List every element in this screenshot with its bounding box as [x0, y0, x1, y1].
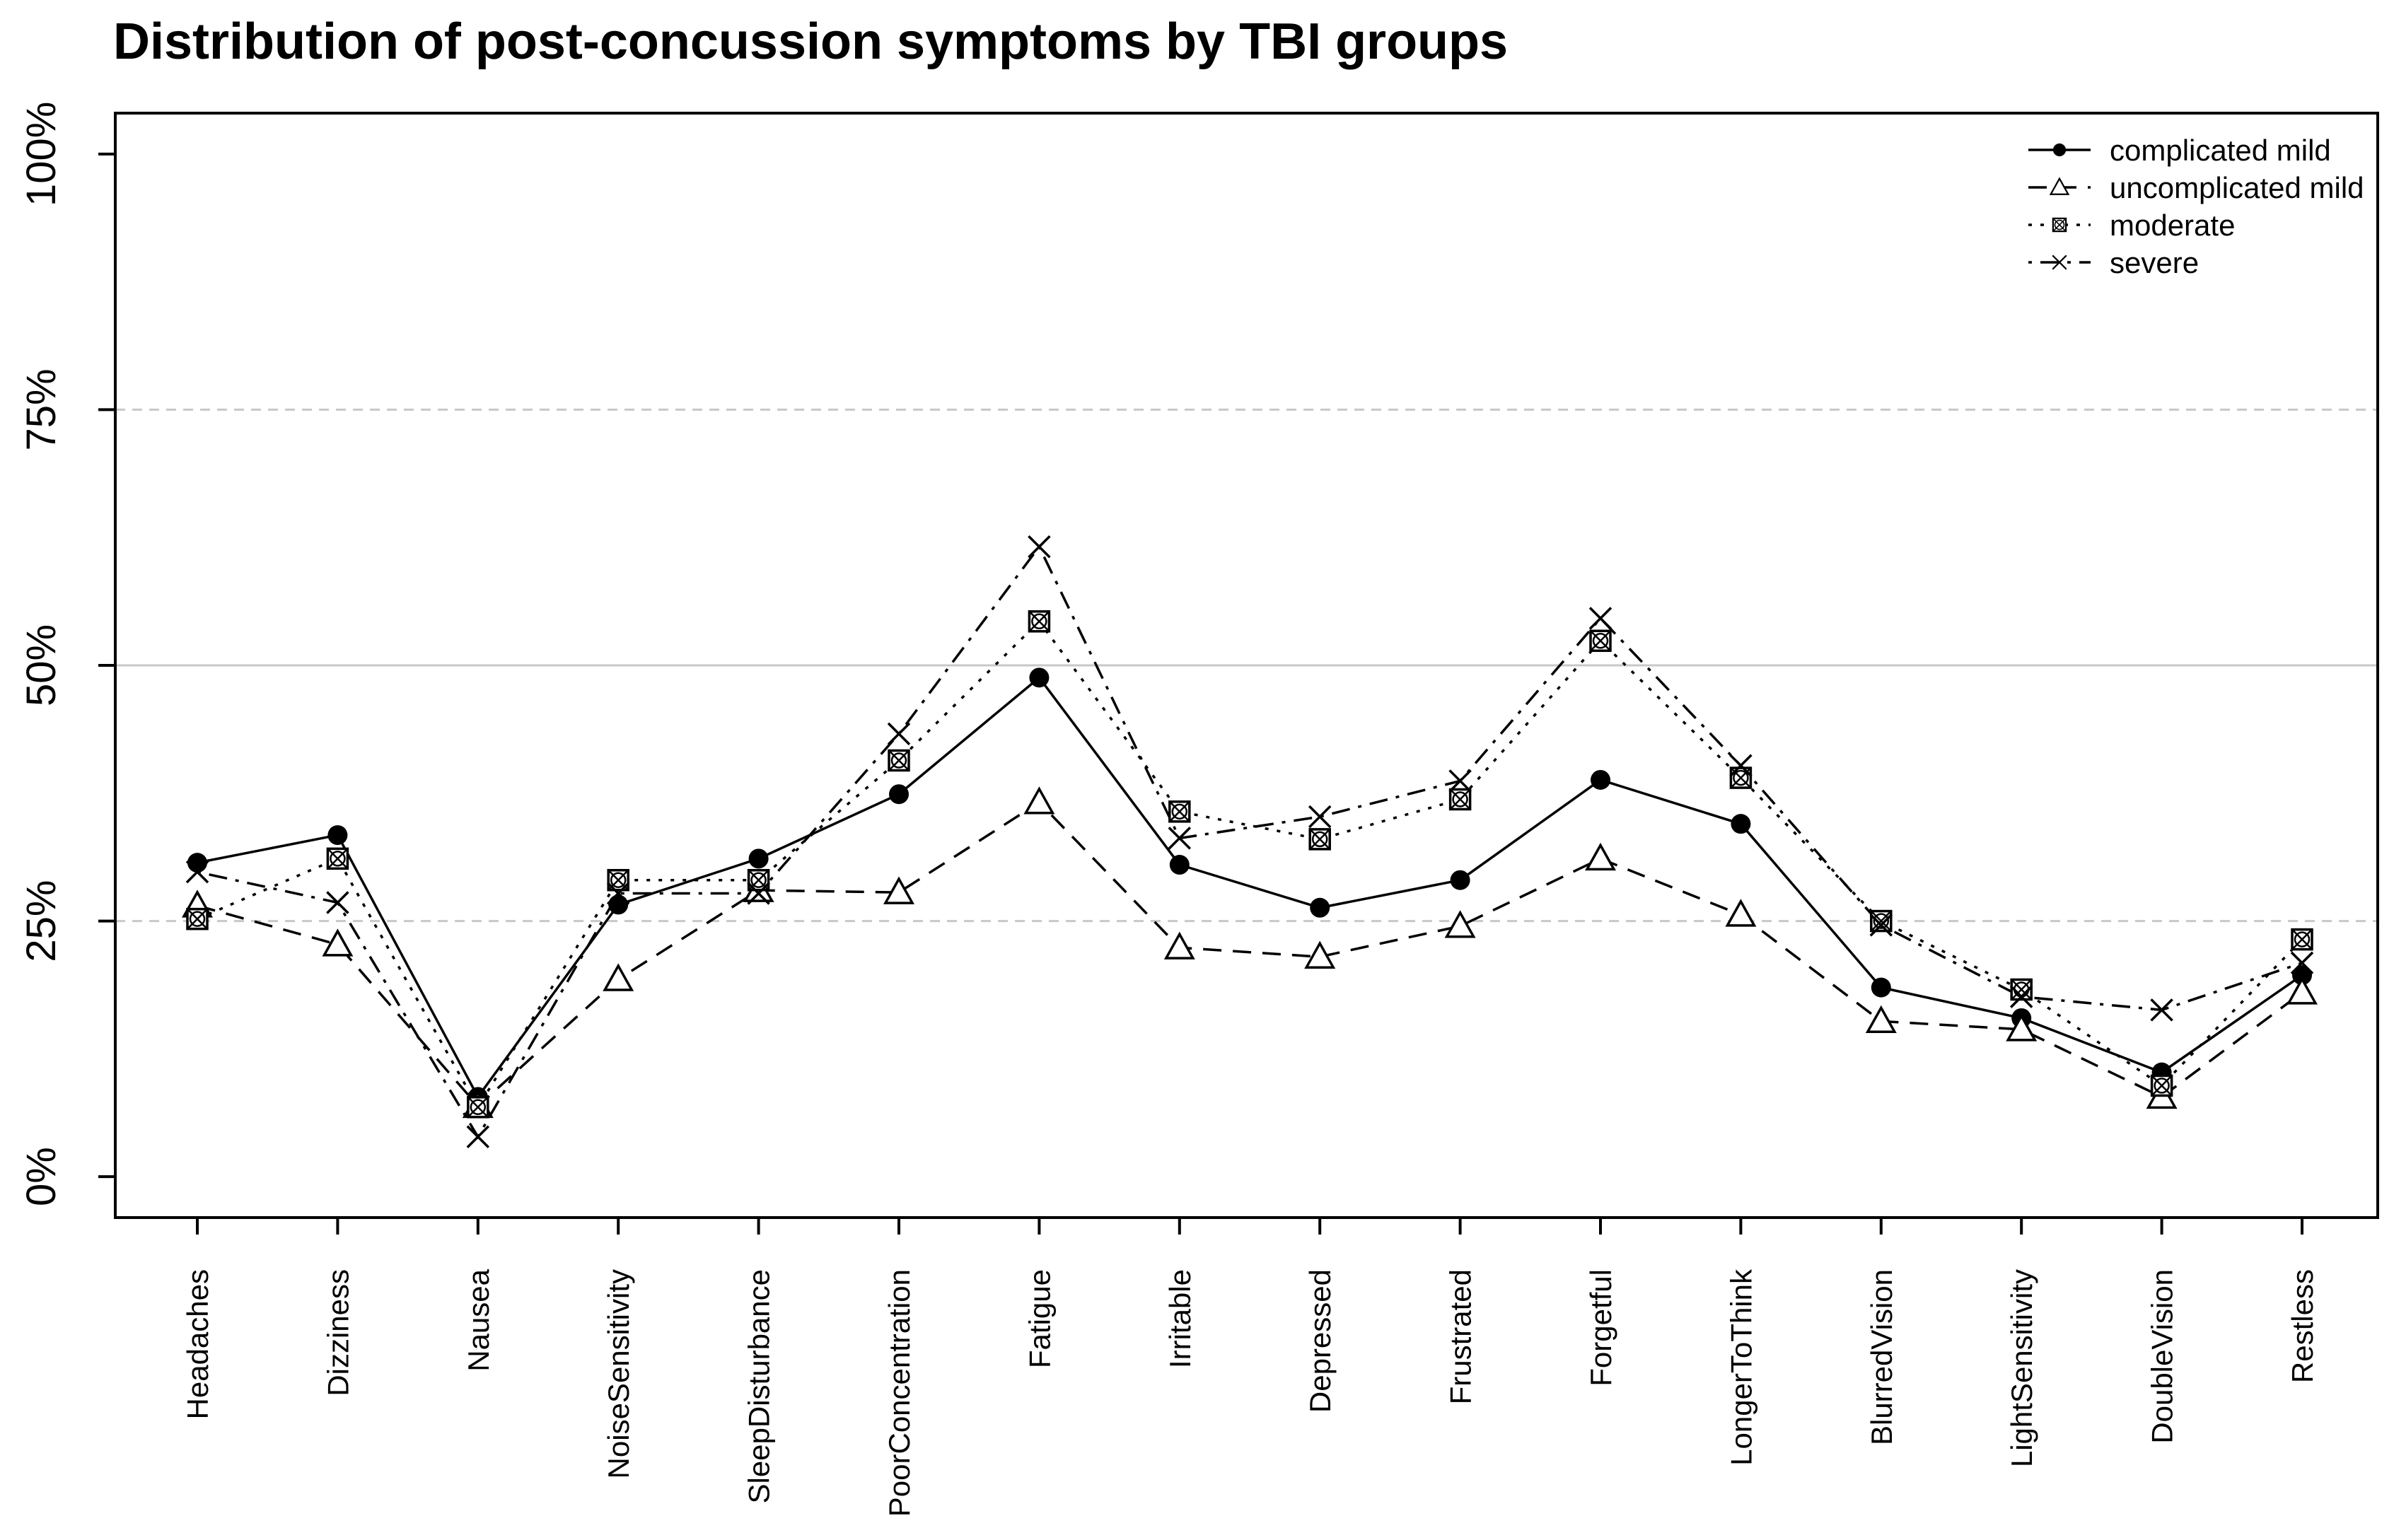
point-moderate	[888, 749, 910, 772]
series-line-complicated-mild	[197, 675, 2303, 1099]
series-line-severe	[197, 544, 2303, 1140]
x-tick-label: Fatigue	[1023, 1269, 1056, 1368]
point-severe	[185, 860, 209, 884]
point-uncomplicated-mild	[603, 963, 634, 991]
legend-label-moderate: moderate	[2110, 209, 2235, 242]
point-severe	[1308, 805, 1332, 829]
point-complicated-mild	[1731, 814, 1751, 834]
x-tick-label: Forgetful	[1584, 1269, 1617, 1387]
y-tick-label: 75%	[18, 368, 64, 450]
legend-label-severe: severe	[2110, 246, 2199, 279]
point-complicated-mild	[1310, 897, 1330, 918]
point-complicated-mild	[748, 848, 769, 869]
point-moderate	[1168, 800, 1191, 823]
point-uncomplicated-mild	[2286, 976, 2318, 1005]
point-uncomplicated-mild	[2006, 1013, 2038, 1042]
x-tick-label: PoorConcentration	[883, 1269, 916, 1517]
point-complicated-mild	[889, 784, 909, 805]
x-tick-label: LightSensitivity	[2005, 1269, 2038, 1467]
point-severe	[466, 1125, 490, 1148]
point-complicated-mild	[1169, 855, 1190, 875]
point-complicated-mild	[2292, 965, 2312, 986]
point-severe	[1869, 914, 1893, 937]
point-uncomplicated-mild	[1865, 1005, 1897, 1034]
legend-marker-uncomplicated-mild	[2049, 177, 2070, 195]
point-complicated-mild	[1591, 769, 1610, 790]
point-severe	[1448, 769, 1472, 793]
x-tick-label: Restless	[2286, 1269, 2319, 1383]
x-tick-label: SleepDisturbance	[743, 1269, 776, 1504]
x-tick-label: LongerToThink	[1724, 1268, 1757, 1466]
y-tick-label: 100%	[18, 102, 64, 206]
point-uncomplicated-mild	[1023, 786, 1055, 815]
legend-label-complicated-mild: complicated mild	[2110, 134, 2331, 167]
x-tick-label: DoubleVision	[2146, 1269, 2179, 1444]
point-severe	[2150, 998, 2173, 1022]
point-moderate	[467, 1096, 489, 1119]
series-line-uncomplicated-mild	[197, 800, 2303, 1108]
point-severe	[326, 891, 349, 914]
point-uncomplicated-mild	[883, 876, 914, 904]
y-tick-label: 0%	[18, 1147, 64, 1206]
point-complicated-mild	[608, 894, 629, 915]
point-uncomplicated-mild	[1304, 940, 1336, 969]
x-tick-label: Irritable	[1163, 1269, 1197, 1368]
x-tick-label: Headaches	[181, 1269, 214, 1419]
legend-marker-severe	[2052, 255, 2067, 270]
x-tick-label: Dizziness	[321, 1269, 354, 1396]
point-severe	[1028, 535, 1051, 559]
point-complicated-mild	[187, 853, 207, 873]
x-tick-label: Depressed	[1303, 1269, 1337, 1413]
legend-marker-moderate	[2052, 217, 2067, 233]
x-tick-label: Nausea	[462, 1268, 495, 1371]
x-tick-label: NoiseSensitivity	[602, 1269, 635, 1478]
point-complicated-mild	[1029, 667, 1050, 688]
point-severe	[2290, 951, 2314, 975]
point-complicated-mild	[1871, 977, 1891, 998]
point-moderate	[1870, 909, 1893, 933]
point-uncomplicated-mild	[1725, 899, 1757, 927]
x-tick-label: Frustrated	[1444, 1269, 1477, 1404]
legend-label-uncomplicated-mild: uncomplicated mild	[2110, 171, 2364, 204]
chart-title: Distribution of post-concussion symptoms…	[113, 13, 1509, 70]
point-uncomplicated-mild	[1585, 842, 1616, 871]
point-moderate	[2150, 1074, 2173, 1097]
point-severe	[887, 722, 911, 746]
point-complicated-mild	[327, 825, 348, 846]
point-complicated-mild	[1450, 870, 1470, 890]
point-moderate	[2291, 928, 2313, 951]
point-severe	[747, 882, 770, 905]
point-uncomplicated-mild	[1444, 910, 1476, 938]
point-severe	[1588, 607, 1613, 630]
point-severe	[2009, 985, 2033, 1008]
point-uncomplicated-mild	[1163, 931, 1195, 959]
point-moderate	[1589, 629, 1612, 653]
point-moderate	[1308, 828, 1331, 851]
legend-marker-complicated-mild	[2052, 143, 2067, 157]
point-moderate	[1448, 788, 1472, 811]
point-moderate	[1028, 610, 1051, 633]
point-severe	[606, 882, 630, 905]
x-tick-label: BlurredVision	[1865, 1269, 1898, 1445]
series-line-moderate	[197, 619, 2303, 1110]
point-moderate	[326, 847, 349, 870]
point-severe	[1729, 754, 1753, 777]
point-uncomplicated-mild	[322, 928, 354, 957]
point-moderate	[186, 907, 209, 931]
y-tick-label: 50%	[18, 624, 64, 706]
y-tick-label: 25%	[18, 880, 64, 962]
point-severe	[1168, 827, 1192, 850]
